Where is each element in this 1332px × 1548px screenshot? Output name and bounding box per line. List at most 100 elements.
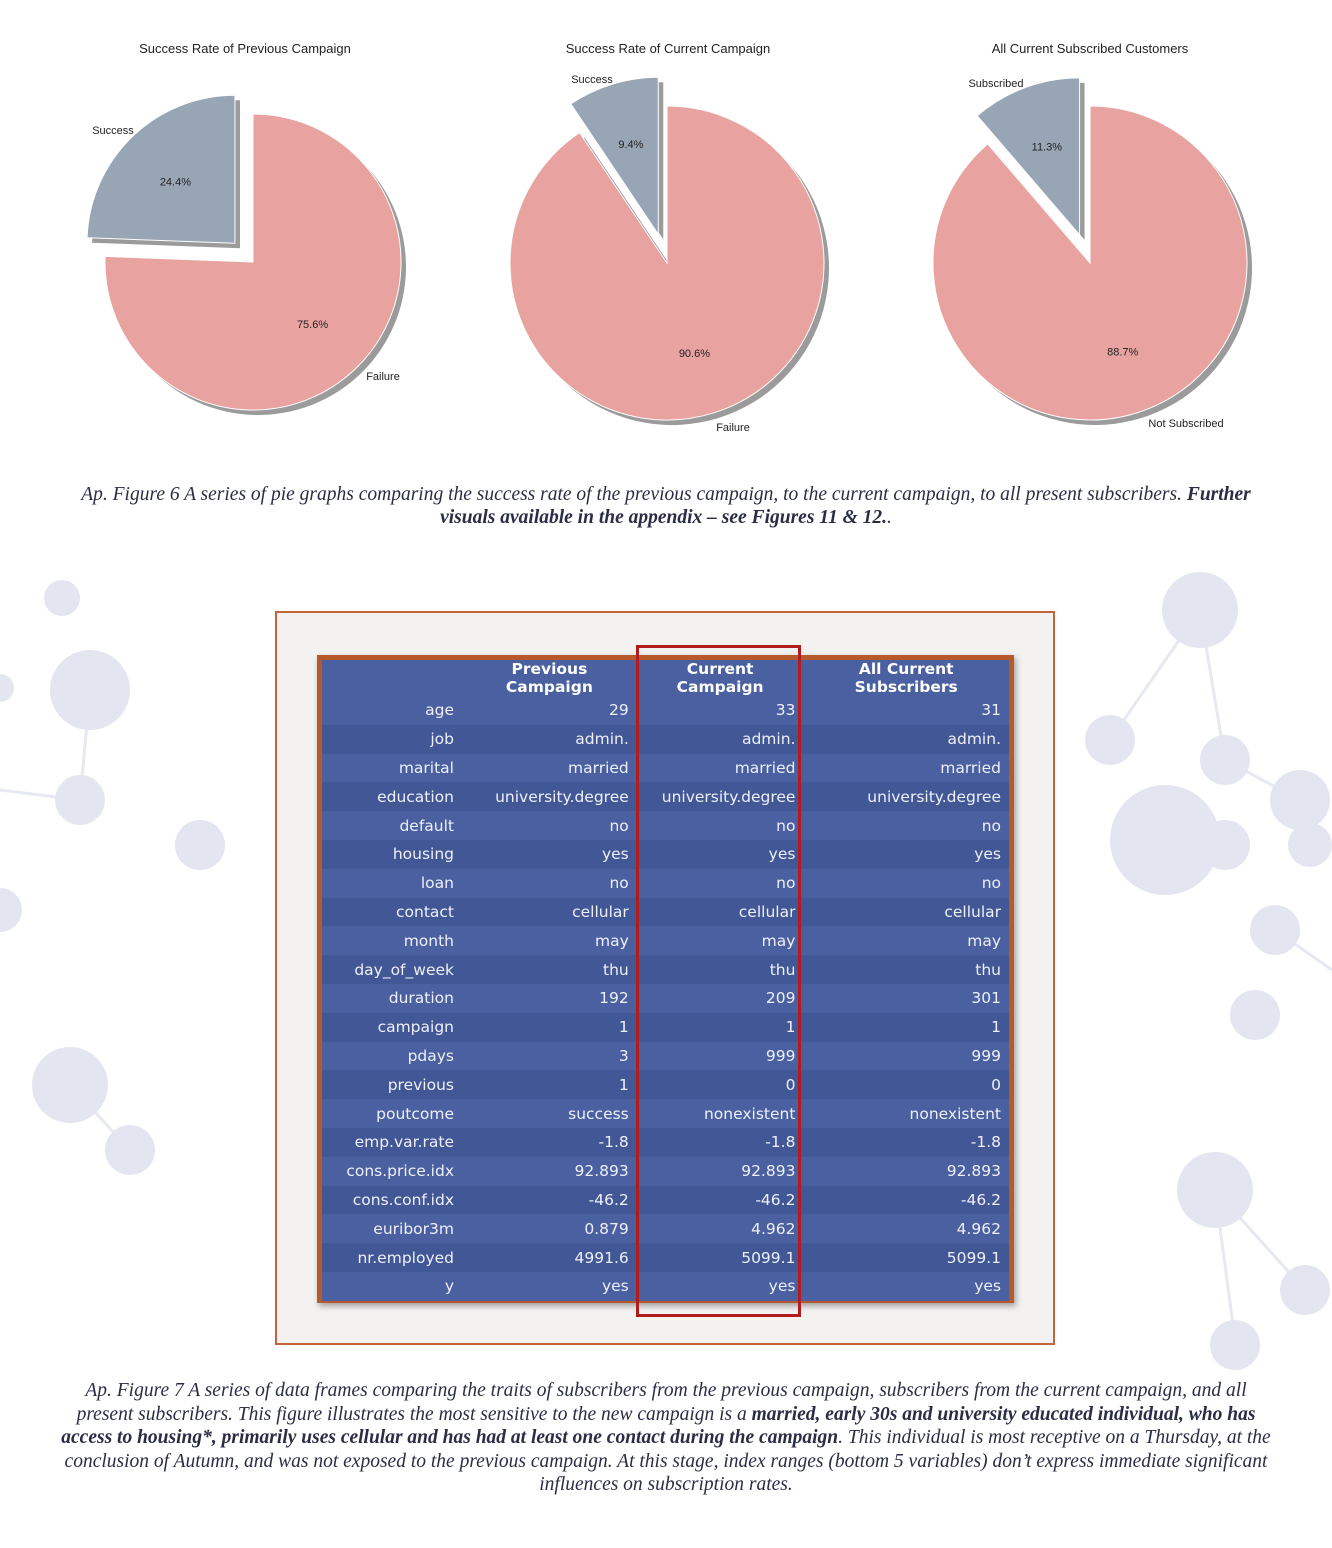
table-row: day_of_week thu thu thu (322, 955, 1009, 984)
table-cell: 29 (462, 696, 637, 725)
row-label: education (322, 782, 462, 812)
table-row: poutcome success nonexistent nonexistent (322, 1099, 1009, 1128)
table-cell: yes (462, 839, 637, 869)
table-cell: -46.2 (803, 1185, 1009, 1215)
figure-7-caption-bold: married, early 30s and university educat… (61, 1403, 1256, 1449)
pie-percent-label: 9.4% (618, 139, 643, 151)
table-cell: yes (803, 1271, 1009, 1301)
table-cell: admin. (636, 724, 804, 754)
row-label: contact (322, 897, 462, 927)
table-row: housing yes yes yes (322, 839, 1009, 869)
table-cell: 1 (636, 1012, 804, 1042)
table-row: cons.conf.idx -46.2 -46.2 -46.2 (322, 1185, 1009, 1215)
pie-percent-label: 88.7% (1107, 346, 1138, 358)
table-cell: 0.879 (462, 1214, 637, 1244)
figure-7-caption-text-2: . This individual is most receptive on a… (64, 1427, 1271, 1495)
row-label: y (322, 1271, 462, 1301)
table-row: emp.var.rate -1.8 -1.8 -1.8 (322, 1127, 1009, 1157)
pie-chart-3: All Current Subscribed Customers 11.3% Sub… (932, 41, 1252, 430)
table-cell: married (462, 753, 637, 783)
pie-category-label: Subscribed (968, 78, 1023, 90)
pie-title: Success Rate of Current Campaign (566, 41, 770, 56)
table-cell: cellular (803, 897, 1009, 927)
table-row: y yes yes yes (322, 1271, 1009, 1301)
table-cell: 3 (462, 1041, 637, 1071)
column-header: Current Campaign (636, 660, 804, 696)
pie-percent-label: 11.3% (1032, 142, 1063, 154)
pie-category-label: Success (571, 74, 613, 86)
table-cell: 1 (462, 1012, 637, 1042)
table-cell: married (636, 753, 804, 783)
table-cell: no (462, 868, 637, 898)
pie-title: All Current Subscribed Customers (992, 41, 1189, 56)
row-label: euribor3m (322, 1214, 462, 1244)
pie-category-label: Not Subscribed (1148, 418, 1223, 430)
table-cell: 1 (462, 1070, 637, 1100)
figure-6-caption-text: Ap. Figure 6 A series of pie graphs comp… (81, 484, 1187, 505)
pie-chart-2: Success Rate of Current Campaign 9.4% Succ… (509, 41, 830, 434)
table-cell: success (462, 1099, 637, 1128)
table-cell: cellular (636, 897, 804, 927)
table-cell: 33 (636, 696, 804, 725)
table-row: loan no no no (322, 868, 1009, 898)
table-cell: admin. (803, 724, 1009, 754)
table-cell: 92.893 (803, 1156, 1009, 1186)
row-label: emp.var.rate (322, 1127, 462, 1157)
table-cell: -1.8 (803, 1127, 1009, 1157)
table-cell: may (462, 926, 637, 956)
row-label: age (322, 696, 462, 725)
table-row: duration 192 209 301 (322, 983, 1009, 1013)
table-cell: -46.2 (462, 1185, 637, 1215)
table-cell: may (803, 926, 1009, 956)
pie-category-label: Failure (366, 371, 400, 383)
row-label: job (322, 724, 462, 754)
table-cell: 0 (803, 1070, 1009, 1100)
table-cell: 31 (803, 696, 1009, 725)
pie-slice (570, 76, 659, 236)
table-row: nr.employed 4991.6 5099.1 5099.1 (322, 1243, 1009, 1272)
table-cell: thu (803, 955, 1009, 984)
pie-category-label: Success (92, 125, 134, 137)
pie-slice (104, 113, 402, 411)
table-row: contact cellular cellular cellular (322, 897, 1009, 927)
row-label: marital (322, 753, 462, 783)
row-label: poutcome (322, 1099, 462, 1128)
table-cell: university.degree (462, 782, 637, 812)
table-row: education university.degree university.deg… (322, 782, 1009, 812)
table-cell: 209 (636, 983, 804, 1013)
current-campaign-highlight (636, 645, 801, 1317)
pie-title: Success Rate of Previous Campaign (139, 41, 351, 56)
figure-7-caption-text-1: Ap. Figure 7 A series of data frames com… (76, 1380, 1247, 1425)
row-label: cons.conf.idx (322, 1185, 462, 1215)
row-label: day_of_week (322, 955, 462, 984)
table-cell: nonexistent (803, 1099, 1009, 1128)
pie-chart-1: Success Rate of Previous Campaign 24.4% Su… (86, 41, 406, 415)
row-label: default (322, 811, 462, 840)
table-cell: no (636, 868, 804, 898)
column-header: All Current Subscribers (803, 660, 1009, 696)
table-cell: may (636, 926, 804, 956)
table-cell: 4991.6 (462, 1243, 637, 1272)
table-row: job admin. admin. admin. (322, 724, 1009, 754)
table-cell: admin. (462, 724, 637, 754)
table-cell: 999 (636, 1041, 804, 1071)
pie-percent-label: 24.4% (160, 176, 191, 188)
pie-category-label: Failure (716, 422, 750, 434)
table-cell: -1.8 (462, 1127, 637, 1157)
row-label: loan (322, 868, 462, 898)
table-cell: 192 (462, 983, 637, 1013)
row-label: campaign (322, 1012, 462, 1042)
dataframe-table: Previous Campaign Current Campaign All Cur… (322, 660, 1009, 1301)
pie-slice (509, 105, 825, 421)
pie-slice (976, 77, 1081, 237)
table-cell: 5099.1 (803, 1243, 1009, 1272)
table-cell: cellular (462, 897, 637, 927)
dataframe-panel: Previous Campaign Current Campaign All Cur… (317, 655, 1014, 1303)
table-row: month may may may (322, 926, 1009, 956)
row-label: nr.employed (322, 1243, 462, 1272)
table-cell: 4.962 (803, 1214, 1009, 1244)
row-label: month (322, 926, 462, 956)
column-header: Previous Campaign (462, 660, 637, 696)
figure-6-caption-end: . (887, 507, 892, 528)
table-cell: 301 (803, 983, 1009, 1013)
